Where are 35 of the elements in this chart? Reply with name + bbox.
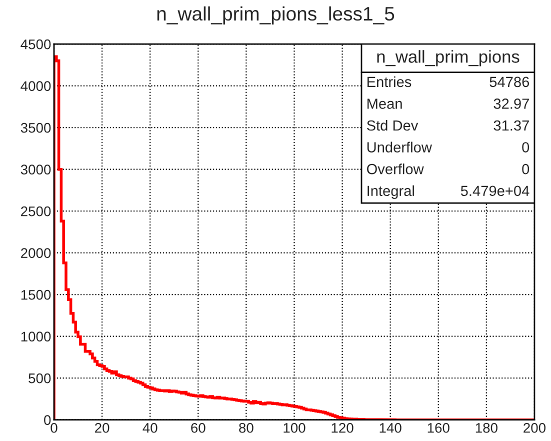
y-tick-label: 1500 <box>21 290 51 300</box>
y-tick-label: 4000 <box>20 81 51 92</box>
y-tick-label: 2000 <box>21 248 51 258</box>
annotation: Entries <box>368 76 412 88</box>
annotation: Underflow <box>367 142 432 152</box>
annotation: Integral <box>368 185 414 199</box>
x-tick-label: 120 <box>332 422 354 433</box>
x-tick-label: 140 <box>380 422 402 433</box>
annotation: n_wall_prim_pions <box>377 50 520 66</box>
annotation: 5.479e+04 <box>460 186 530 196</box>
y-tick-label: 3500 <box>20 122 51 133</box>
x-tick-label: 0 <box>50 422 58 433</box>
annotation: 0 <box>522 142 530 152</box>
chart-title: n_wall_prim_pions_less1_5 <box>157 6 394 24</box>
annotation: 32.97 <box>494 98 529 109</box>
y-tick-label: 4500 <box>20 39 51 50</box>
y-tick-label: 3000 <box>20 164 51 175</box>
annotation: Mean <box>368 98 402 109</box>
annotation: Overflow <box>366 164 424 174</box>
y-tick-label: 500 <box>28 373 51 384</box>
x-tick-label: 180 <box>476 422 498 433</box>
annotation: 0 <box>522 164 530 174</box>
y-tick-label: 2500 <box>21 206 51 216</box>
y-tick-label: 0 <box>44 415 51 425</box>
x-tick-label: 40 <box>142 422 158 433</box>
x-tick-label: 60 <box>191 422 206 433</box>
x-tick-label: 160 <box>428 422 450 433</box>
annotation: 31.37 <box>494 120 529 131</box>
x-tick-label: 20 <box>95 422 110 433</box>
x-tick-label: 200 <box>524 422 546 433</box>
y-tick-label: 1000 <box>21 332 51 342</box>
annotation: 54786 <box>490 76 530 88</box>
x-tick-label: 80 <box>239 422 254 433</box>
annotation: Std Dev <box>366 120 418 131</box>
x-tick-label: 100 <box>284 422 306 433</box>
